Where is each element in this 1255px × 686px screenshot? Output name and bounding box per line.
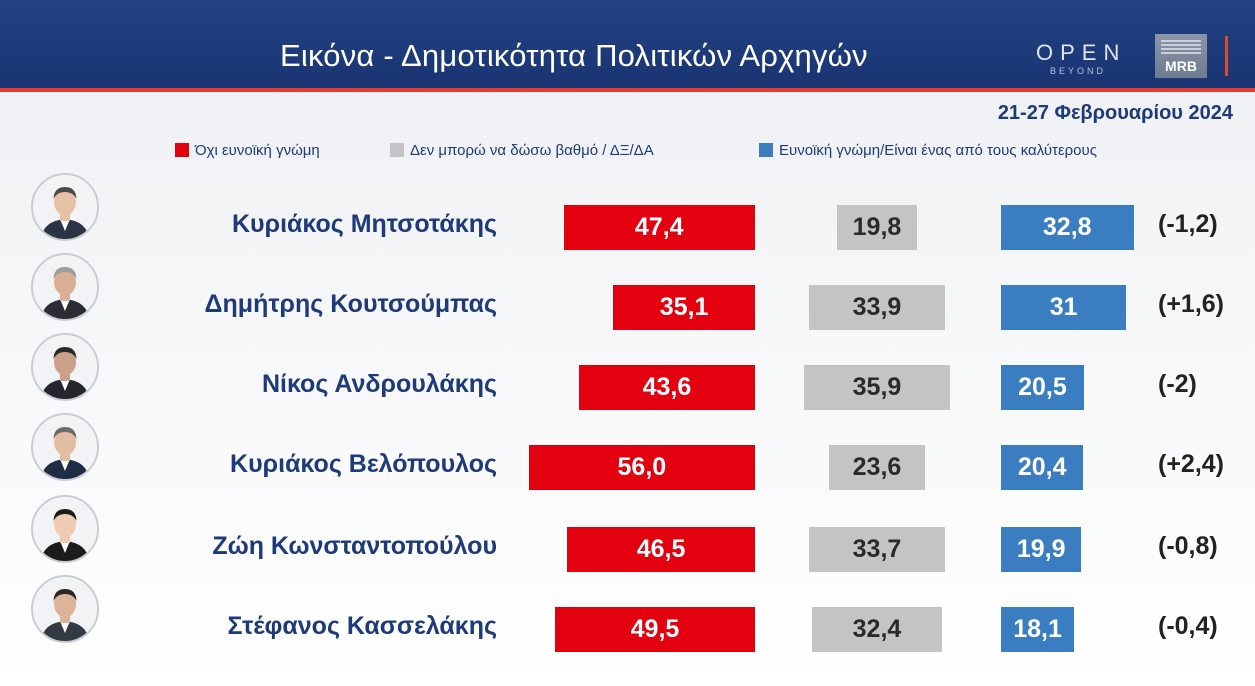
legend-swatch-red [175, 143, 189, 157]
legend-label: Όχι ευνοϊκή γνώμη [195, 141, 320, 159]
bar-value-label: 43,6 [642, 373, 692, 401]
favorable-change-label: (-2) [1158, 370, 1197, 398]
leader-name: Κυριάκος Μητσοτάκης [232, 210, 497, 238]
bar-favorable: 18,1 [1001, 607, 1075, 652]
logo-divider [1225, 36, 1228, 76]
bar-value-label: 23,6 [852, 453, 902, 481]
mrb-logo-stripes [1161, 40, 1201, 54]
leader-avatar [31, 495, 99, 563]
leader-avatar [31, 413, 99, 481]
bar-value-label: 49,5 [630, 615, 680, 643]
header-bar [0, 0, 1255, 88]
leader-name: Κυριάκος Βελόπουλος [230, 450, 497, 478]
leader-name: Δημήτρης Κουτσούμπας [204, 290, 497, 318]
bar-favorable: 19,9 [1001, 527, 1082, 572]
bar-value-label: 32,8 [1042, 213, 1092, 241]
legend-label: Δεν μπορώ να δώσω βαθμό / ΔΞ/ΔΑ [410, 141, 654, 159]
bar-value-label: 32,4 [852, 615, 902, 643]
chart-row: Στέφανος Κασσελάκης 49,5 32,4 18,1 (-0,4) [0, 575, 1255, 660]
chart-row: Κυριάκος Μητσοτάκης 47,4 19,8 32,8 (-1,2) [0, 173, 1255, 258]
leader-avatar [31, 253, 99, 321]
bar-value-label: 19,8 [852, 213, 902, 241]
legend-swatch-blue [759, 143, 773, 157]
bar-value-label: 31 [1049, 293, 1078, 321]
legend-swatch-grey [390, 143, 404, 157]
favorable-change-label: (-1,2) [1158, 210, 1218, 238]
legend-label: Ευνοϊκή γνώμη/Είναι ένας από τους καλύτε… [779, 141, 1097, 159]
bar-favorable: 20,5 [1001, 365, 1084, 410]
bar-unfavorable: 47,4 [563, 205, 755, 250]
bar-unfavorable: 49,5 [555, 607, 755, 652]
leader-avatar [31, 575, 99, 643]
header-stripe [0, 88, 1255, 92]
favorable-change-label: (+2,4) [1158, 450, 1225, 478]
bar-favorable: 31 [1001, 285, 1127, 330]
bar-value-label: 18,1 [1013, 615, 1062, 643]
bar-value-label: 47,4 [634, 213, 684, 241]
bar-no-opinion: 35,9 [804, 365, 950, 410]
survey-date: 21-27 Φεβρουαρίου 2024 [997, 102, 1233, 124]
bar-unfavorable: 56,0 [528, 445, 755, 490]
mrb-logo-text: MRB [1165, 58, 1197, 74]
bar-no-opinion: 19,8 [837, 205, 917, 250]
leader-name: Νίκος Ανδρουλάκης [261, 370, 497, 398]
chart-row: Δημήτρης Κουτσούμπας 35,1 33,9 31 (+1,6) [0, 253, 1255, 338]
legend-no-opinion: Δεν μπορώ να δώσω βαθμό / ΔΞ/ΔΑ [390, 141, 654, 159]
mrb-logo: MRB [1155, 34, 1207, 78]
leader-avatar [31, 173, 99, 241]
favorable-change-label: (+1,6) [1158, 290, 1225, 318]
bar-no-opinion: 33,9 [808, 285, 946, 330]
bar-favorable: 32,8 [1001, 205, 1134, 250]
chart-title: Εικόνα - Δημοτικότητα Πολιτικών Αρχηγών [280, 38, 868, 73]
bar-favorable: 20,4 [1001, 445, 1084, 490]
leader-name: Στέφανος Κασσελάκης [227, 612, 497, 640]
bar-value-label: 20,5 [1018, 373, 1067, 401]
legend-favorable: Ευνοϊκή γνώμη/Είναι ένας από τους καλύτε… [759, 141, 1097, 159]
bar-value-label: 35,1 [659, 293, 709, 321]
bar-value-label: 56,0 [617, 453, 667, 481]
bar-no-opinion: 23,6 [829, 445, 925, 490]
leader-name: Ζώη Κωνσταντοπούλου [212, 532, 497, 560]
bar-no-opinion: 32,4 [811, 607, 943, 652]
bar-unfavorable: 46,5 [567, 527, 755, 572]
bar-value-label: 19,9 [1016, 535, 1066, 563]
favorable-change-label: (-0,4) [1158, 612, 1218, 640]
bar-value-label: 33,9 [852, 293, 902, 321]
leader-avatar [31, 333, 99, 401]
bar-no-opinion: 33,7 [808, 527, 946, 572]
bar-value-label: 20,4 [1017, 453, 1067, 481]
bar-value-label: 46,5 [636, 535, 686, 563]
bar-unfavorable: 43,6 [578, 365, 755, 410]
open-logo-subtitle: BEYOND [1050, 66, 1107, 76]
chart-row: Ζώη Κωνσταντοπούλου 46,5 33,7 19,9 (-0,8) [0, 495, 1255, 580]
bar-unfavorable: 35,1 [613, 285, 755, 330]
bar-value-label: 33,7 [852, 535, 902, 563]
chart-row: Νίκος Ανδρουλάκης 43,6 35,9 20,5 (-2) [0, 333, 1255, 418]
favorable-change-label: (-0,8) [1158, 532, 1218, 560]
legend-unfavorable: Όχι ευνοϊκή γνώμη [175, 141, 320, 159]
open-logo: OPEN [1036, 40, 1127, 65]
bar-value-label: 35,9 [852, 373, 902, 401]
chart-row: Κυριάκος Βελόπουλος 56,0 23,6 20,4 (+2,4) [0, 413, 1255, 498]
